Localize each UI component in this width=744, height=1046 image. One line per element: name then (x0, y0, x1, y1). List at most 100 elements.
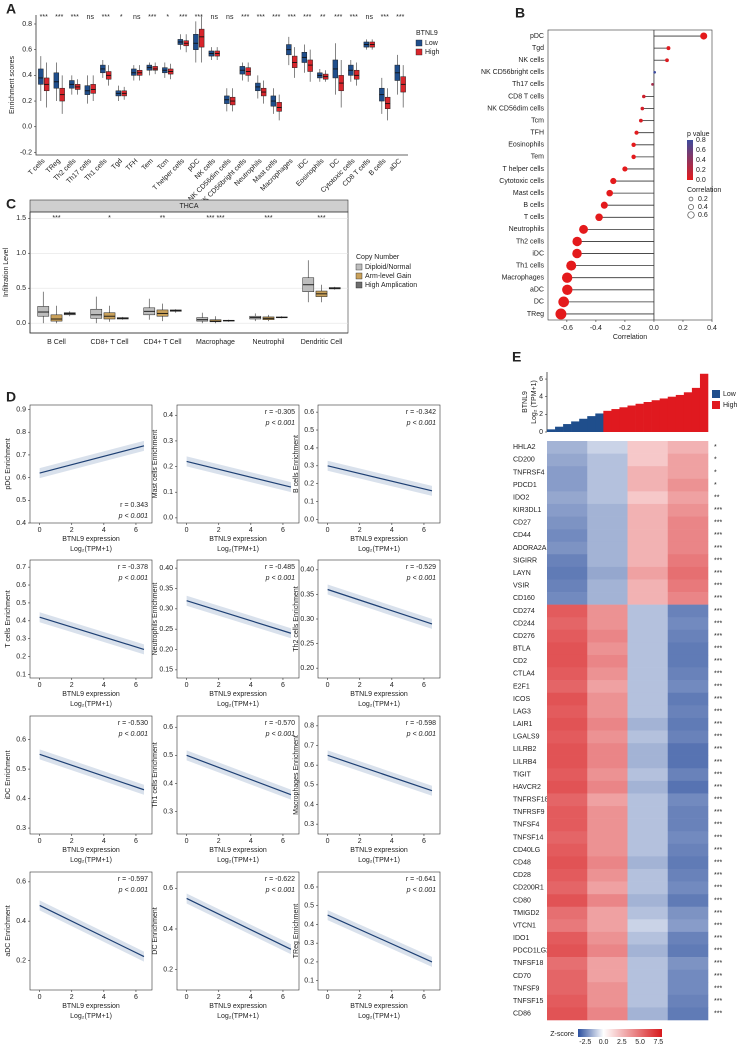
heat-cell (667, 919, 709, 933)
heat-cell (667, 894, 709, 908)
y-tick-label: Tgd (532, 45, 544, 52)
y-tick-label: 0.5 (304, 782, 314, 789)
x-tick-label: 0 (326, 838, 330, 845)
y-tick-label: 0.20 (159, 646, 173, 653)
heat-cell (587, 755, 628, 769)
row-label: TNFSF4 (513, 822, 540, 829)
x-tick-label: 0 (185, 527, 189, 534)
heat-cell (587, 466, 628, 480)
heat-cell (627, 868, 669, 882)
y-tick-label: Cytotoxic cells (499, 178, 544, 185)
y-tick-label: 0.4 (163, 926, 173, 933)
x-axis-label: BTNL9 expression (62, 536, 120, 543)
significance-label: *** (714, 860, 722, 867)
heat-cell (587, 654, 628, 668)
legend-label: Arm-level Gain (365, 273, 411, 280)
x-axis-label: Log₂(TPM+1) (217, 546, 259, 553)
heat-cell (587, 667, 628, 681)
x-tick-label: 4 (249, 682, 253, 689)
significance-label: *** (714, 734, 722, 741)
x-tick-label: 4 (390, 527, 394, 534)
legend-label: High (723, 402, 738, 409)
row-label: CD40LG (513, 847, 540, 854)
x-axis-label: BTNL9 expression (209, 536, 267, 543)
heat-cell (667, 931, 709, 945)
row-label: TIGIT (513, 771, 532, 778)
row-label: CD244 (513, 620, 535, 627)
heat-cell (627, 579, 669, 593)
significance-label: *** (148, 14, 156, 21)
row-label: CD276 (513, 633, 535, 640)
r-label: r = -0.378 (118, 564, 148, 571)
heat-cell (587, 592, 628, 605)
significance-label: *** (264, 215, 272, 222)
significance-label: * (714, 482, 717, 489)
x-tick-label: 0 (326, 682, 330, 689)
panel-label: E (512, 349, 521, 365)
p-label: p < 0.001 (118, 513, 148, 520)
y-tick-label: iDC (532, 250, 544, 257)
row-label: TNFSF9 (513, 985, 540, 992)
fit-line (39, 904, 145, 958)
dot (610, 177, 617, 185)
heat-cell (547, 894, 588, 908)
colorbar-tick-label: 0.6 (696, 147, 706, 154)
significance-label: *** (714, 872, 722, 879)
bar (627, 405, 636, 432)
fit-line (327, 914, 433, 963)
row-label: TNFRSF4 (513, 469, 545, 476)
y-axis-label: Infiltration Level (3, 248, 10, 297)
row-label: LAG3 (513, 708, 531, 715)
y-axis-label: TReg Enrichment (293, 904, 300, 959)
y-tick-label: Th2 cells (516, 238, 545, 245)
heat-cell (627, 768, 669, 782)
x-tick-label: 6 (134, 682, 138, 689)
r-label: r = -0.641 (406, 876, 436, 883)
box (84, 85, 91, 95)
facet-label: THCA (179, 203, 198, 210)
row-label: HAVCR2 (513, 784, 541, 791)
x-tick-label: 2 (70, 527, 74, 534)
heat-cell (587, 743, 628, 756)
y-tick-label: 0.6 (16, 736, 26, 743)
bar (691, 387, 701, 432)
row-label: LILRB4 (513, 759, 536, 766)
y-tick-label: Neutrophils (509, 226, 545, 233)
heat-cell (547, 717, 588, 731)
box (307, 59, 313, 72)
heat-cell (627, 818, 669, 832)
x-tick-label: 4 (390, 994, 394, 1001)
heat-cell (587, 441, 628, 454)
x-tick-label: -0.6 (561, 325, 573, 332)
heat-cell (667, 604, 709, 618)
heat-cell (627, 743, 669, 756)
heat-cell (547, 755, 588, 769)
y-tick-label: 0.2 (163, 463, 173, 470)
r-label: r = -0.597 (118, 876, 148, 883)
y-tick-label: 2 (539, 411, 543, 418)
box (53, 72, 60, 89)
dot (558, 296, 570, 308)
heat-cell (587, 806, 628, 819)
dot (562, 284, 573, 295)
dot (634, 130, 639, 135)
significance-label: * (714, 457, 717, 464)
heat-cell (667, 541, 709, 555)
size-label: 0.4 (698, 204, 708, 211)
x-tick-label: 0 (38, 682, 42, 689)
significance-label: ** (714, 494, 720, 501)
heat-cell (547, 491, 588, 505)
heat-cell (667, 466, 709, 480)
heat-cell (667, 831, 709, 845)
dot (579, 224, 589, 234)
y-tick-label: 0.4 (22, 72, 32, 79)
y-tick-label: pDC (530, 33, 544, 40)
x-tick-label: 2 (70, 994, 74, 1001)
heat-cell (547, 881, 588, 895)
row-label: VTCN1 (513, 922, 536, 929)
y-axis-label: Th2 cells Enrichment (293, 586, 300, 651)
significance-label: *** (52, 215, 60, 222)
legend-label: High Amplication (365, 282, 417, 289)
y-axis-label: T cells Enrichment (5, 590, 12, 648)
x-axis-label: Log₂(TPM+1) (217, 1013, 259, 1020)
